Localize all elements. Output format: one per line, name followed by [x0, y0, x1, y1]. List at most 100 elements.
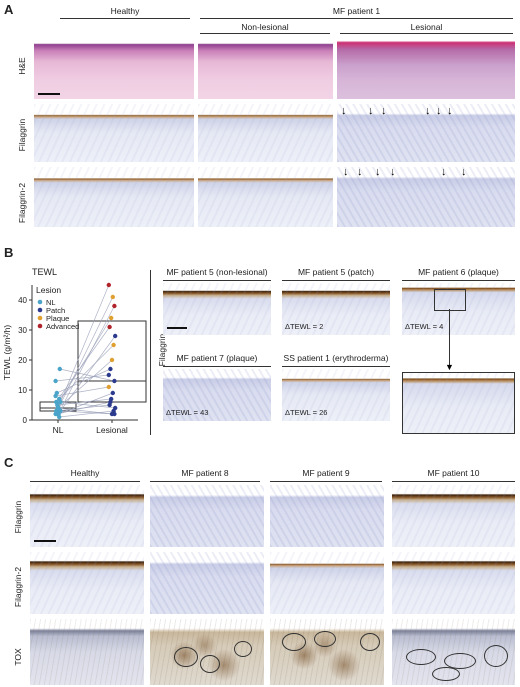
filaggrin-non-lesional-image: [198, 104, 333, 162]
non-lesional-label: Non-lesional: [241, 22, 289, 32]
pair-line: [55, 386, 109, 397]
x-tick-label: Lesional: [96, 425, 128, 435]
he-lesional-image: [337, 37, 515, 99]
column-line: [150, 481, 260, 482]
arrow-icon: ↓: [436, 105, 442, 117]
mf7-plaque-image: ΔTEWL = 43: [163, 369, 271, 421]
c-filaggrin2-mf9-image: [270, 552, 384, 614]
healthy-group-label: Healthy: [110, 6, 140, 16]
tile-title-mf6-plaque: MF patient 6 (plaque): [418, 267, 499, 277]
pair-line: [57, 359, 113, 409]
pair-line: [59, 410, 114, 418]
column-line: [392, 481, 515, 482]
delta-tewl-label: ΔTEWL = 43: [166, 408, 209, 417]
infiltrate-outline: [314, 631, 336, 647]
pair-line: [58, 344, 114, 400]
column-label-mf10: MF patient 10: [427, 468, 480, 478]
mf-patient-1-group-line: [200, 18, 513, 19]
row-label-tox: TOX: [13, 648, 23, 666]
row-label-he: H&E: [17, 57, 27, 75]
scale-bar: [38, 93, 60, 95]
c-filaggrin-mf9-image: [270, 485, 384, 547]
infiltrate-outline: [234, 641, 252, 657]
arrow-icon: ↓: [375, 167, 381, 178]
y-axis-label: TEWL (g/m²/h): [2, 325, 12, 381]
data-point-lesional: [113, 333, 118, 339]
infiltrate-outline: [406, 649, 436, 665]
data-point-nl: [57, 414, 62, 420]
legend-entry: NL: [46, 298, 56, 307]
pair-line: [55, 284, 110, 415]
row-label-filaggrin2-c: Filaggrin-2: [13, 566, 23, 608]
y-tick-label: 0: [23, 416, 28, 425]
mf5-patch-image: ΔTEWL = 2: [282, 283, 390, 335]
data-point-lesional: [109, 357, 115, 363]
arrow-icon: ▼: [445, 362, 454, 372]
column-line: [270, 481, 382, 482]
pair-line: [55, 326, 110, 403]
data-point-lesional: [109, 315, 114, 321]
c-filaggrin2-healthy-image: [30, 552, 144, 614]
filaggrin-healthy-image: [34, 104, 194, 162]
infiltrate-outline: [444, 653, 476, 669]
filaggrin2-lesional-image: ↓ ↓ ↓ ↓ ↓ ↓: [337, 167, 515, 227]
infiltrate-outline: [282, 633, 306, 651]
non-lesional-line: [200, 33, 330, 34]
mf6-plaque-image: ΔTEWL = 4: [402, 283, 515, 335]
data-point-lesional: [106, 372, 112, 378]
pair-line: [59, 410, 115, 415]
pair-line: [60, 335, 116, 412]
c-filaggrin-mf10-image: [392, 485, 515, 547]
c-tox-mf9-image: [270, 619, 384, 685]
lesional-label: Lesional: [410, 22, 443, 32]
tile-title-mf7-plaque: MF patient 7 (plaque): [176, 353, 258, 363]
arrow-icon: ↓: [447, 105, 453, 117]
lesional-line: [340, 33, 513, 34]
filaggrin2-non-lesional-image: [198, 167, 333, 227]
column-label-mf9: MF patient 9: [302, 468, 350, 478]
data-point-nl: [53, 393, 58, 399]
delta-tewl-label: ΔTEWL = 26: [285, 408, 328, 417]
legend-marker: [37, 323, 43, 329]
arrow-icon: ↓: [381, 105, 387, 117]
scale-bar: [34, 540, 56, 542]
infiltrate-outline: [360, 633, 380, 651]
tile-line: [163, 366, 271, 367]
mf-patient-1-group-label: MF patient 1: [332, 6, 381, 16]
data-point-lesional: [112, 411, 117, 417]
arrow-icon: ↓: [390, 167, 396, 178]
mf6-zoom-inset-image: [402, 372, 515, 434]
delta-tewl-label: ΔTEWL = 4: [405, 322, 444, 331]
column-label-healthy: Healthy: [70, 468, 100, 478]
data-point-lesional: [112, 378, 117, 384]
legend-entry: Plaque: [46, 314, 69, 323]
legend-entry: Patch: [46, 306, 65, 315]
data-point-lesional: [110, 294, 116, 300]
pair-line: [55, 374, 109, 382]
y-tick-label: 10: [18, 386, 27, 395]
legend-title: Lesion: [36, 285, 61, 295]
c-filaggrin-mf8-image: [150, 485, 264, 547]
pair-line: [60, 401, 116, 409]
c-filaggrin2-mf8-image: [150, 552, 264, 614]
row-label-filaggrin2-a: Filaggrin-2: [17, 182, 27, 224]
tewl-chart: TEWL 0 10 20 30 40 TEWL (g/m²/h) NL Lesional Les…: [2, 267, 147, 435]
arrow-icon: ↓: [461, 167, 467, 178]
pair-line: [58, 296, 114, 409]
data-point-nl: [54, 411, 59, 417]
panel-b-label: B: [4, 245, 14, 260]
data-point-nl: [57, 408, 62, 414]
data-point-lesional: [111, 342, 116, 348]
pair-line: [56, 368, 111, 394]
c-filaggrin-healthy-image: [30, 485, 144, 547]
infiltrate-outline: [200, 655, 220, 673]
data-point-lesional: [107, 324, 112, 330]
healthy-group-line: [60, 18, 190, 19]
y-tick-label: 30: [18, 326, 27, 335]
row-label-filaggrin-c: Filaggrin: [13, 500, 23, 534]
infiltrate-outline: [484, 645, 508, 667]
panel-b-divider: [150, 270, 151, 435]
c-tox-mf8-image: [150, 619, 264, 685]
c-tox-healthy-image: [30, 619, 144, 685]
tile-line: [282, 280, 390, 281]
